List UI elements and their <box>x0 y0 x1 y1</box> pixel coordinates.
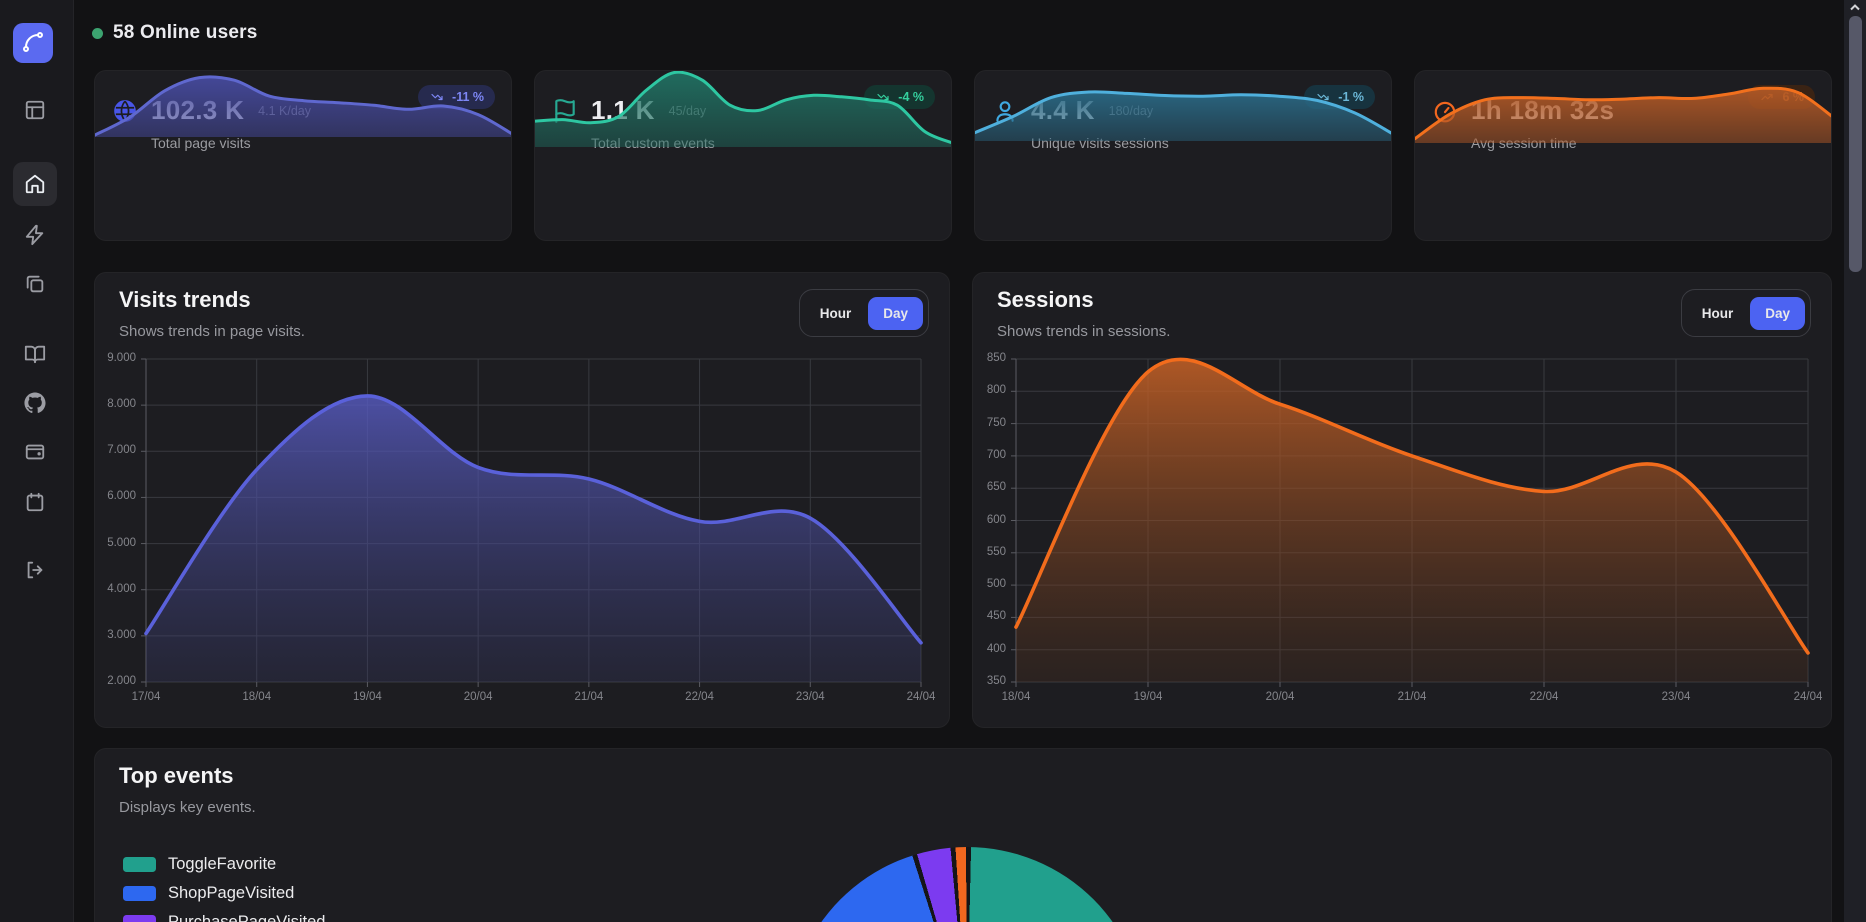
y-axis-label: 2.000 <box>107 675 136 687</box>
x-axis-label: 20/04 <box>463 691 493 703</box>
y-axis-label: 500 <box>986 578 1006 591</box>
panel-subtitle: Shows trends in sessions. <box>997 323 1171 340</box>
y-axis-label: 550 <box>986 545 1006 558</box>
panel-subtitle: Shows trends in page visits. <box>119 323 305 340</box>
zap-icon <box>25 224 44 246</box>
sidebar-item-billing[interactable] <box>21 438 49 466</box>
visits-trends-chart: 9.000 8.000 7.000 6.000 5.000 4.000 3.000 2.000… <box>95 273 949 727</box>
app-logo-button[interactable] <box>13 23 53 63</box>
y-axis-label: 450 <box>986 610 1006 623</box>
unique-sessions-sparkline <box>975 71 1391 141</box>
x-axis-label: 24/04 <box>906 691 936 703</box>
y-axis-label: 650 <box>986 481 1006 494</box>
scrollbar-thumb[interactable] <box>1848 16 1862 272</box>
x-axis-label: 18/04 <box>242 691 272 703</box>
y-axis-label: 4.000 <box>107 582 136 595</box>
day-toggle-button[interactable]: Day <box>868 296 923 330</box>
logout-icon <box>27 561 43 579</box>
trending-down-icon <box>877 93 889 101</box>
page-scrollbar <box>1844 0 1866 922</box>
stat-card-page-visits: 102.3 K 4.1 K/day -11 % Total page visit… <box>94 70 512 241</box>
y-axis-label: 750 <box>986 416 1006 429</box>
online-status-dot <box>92 27 103 39</box>
hour-toggle-button[interactable]: Hour <box>805 297 867 330</box>
y-axis-label: 5.000 <box>107 536 136 549</box>
x-axis-label: 18/04 <box>1001 691 1031 703</box>
y-axis-label: 800 <box>986 384 1006 397</box>
github-icon <box>24 392 46 414</box>
x-axis-label: 19/04 <box>353 691 382 703</box>
y-axis-label: 3.000 <box>107 628 136 641</box>
custom-events-sparkline <box>535 71 951 147</box>
sidebar-item-pages[interactable] <box>21 270 49 298</box>
stat-card-unique-sessions: 4.4 K 180/day -1 % Unique visits session… <box>974 70 1392 241</box>
stat-card-avg-session-time: 1h 18m 32s 6 % Avg session time <box>1414 70 1832 241</box>
sidebar-item-dashboard[interactable] <box>21 96 49 124</box>
legend-item[interactable]: PurchasePageVisited <box>123 913 325 922</box>
legend-item[interactable]: ToggleFavorite <box>123 855 325 874</box>
online-users-status: 58 Online users <box>92 22 258 44</box>
visits-trends-panel: Visits trends Shows trends in page visit… <box>94 272 950 728</box>
hour-toggle-button[interactable]: Hour <box>1687 297 1749 330</box>
online-users-label: 58 Online users <box>113 22 258 43</box>
y-axis-label: 850 <box>986 352 1006 364</box>
x-axis-label: 22/04 <box>1529 691 1559 703</box>
page-visits-sparkline <box>95 71 511 137</box>
legend-swatch <box>123 886 156 901</box>
y-axis-label: 700 <box>986 448 1006 461</box>
y-axis-label: 9.000 <box>107 352 136 364</box>
scroll-up-icon[interactable] <box>1844 0 1866 15</box>
stat-card-custom-events: 1.1 K 45/day -4 % Total custom events <box>534 70 952 241</box>
avg-session-time-sparkline <box>1415 71 1831 143</box>
panel-title: Visits trends <box>119 287 251 312</box>
y-axis-label: 350 <box>986 675 1006 687</box>
y-axis-label: 7.000 <box>107 444 136 457</box>
panel-title: Sessions <box>997 287 1094 312</box>
panel-subtitle: Displays key events. <box>119 799 256 816</box>
top-events-pie <box>788 847 1146 922</box>
legend-swatch <box>123 857 156 872</box>
x-axis-label: 17/04 <box>131 691 161 703</box>
trend-badge: -11 % <box>418 85 495 109</box>
sidebar-item-events[interactable] <box>21 221 49 249</box>
book-open-icon <box>24 345 46 364</box>
sessions-panel: Sessions Shows trends in sessions. Hour … <box>972 272 1832 728</box>
trending-down-icon <box>1317 93 1329 101</box>
x-axis-label: 21/04 <box>574 691 604 703</box>
top-events-panel: Top events Displays key events. ToggleFa… <box>94 748 1832 922</box>
sidebar-item-calendar[interactable] <box>21 488 49 516</box>
spline-icon <box>21 30 45 57</box>
stat-label: Total page visits <box>151 135 251 151</box>
sidebar <box>0 0 74 922</box>
wallet-icon <box>25 444 45 460</box>
trending-down-icon <box>431 93 443 101</box>
y-axis-label: 6.000 <box>107 490 136 503</box>
day-toggle-button[interactable]: Day <box>1750 296 1805 330</box>
legend-swatch <box>123 915 156 922</box>
x-axis-label: 19/04 <box>1133 691 1163 703</box>
x-axis-label: 23/04 <box>1661 691 1691 703</box>
x-axis-label: 20/04 <box>1265 691 1295 703</box>
calendar-icon <box>26 492 44 512</box>
sidebar-item-home[interactable] <box>13 162 57 206</box>
legend-item[interactable]: ShopPageVisited <box>123 884 325 903</box>
x-axis-label: 21/04 <box>1397 691 1427 703</box>
x-axis-label: 22/04 <box>685 691 714 703</box>
copy-icon <box>26 275 44 293</box>
y-axis-label: 400 <box>986 642 1006 655</box>
pie-legend: ToggleFavorite ShopPageVisited PurchaseP… <box>123 855 325 922</box>
interval-toggle: Hour Day <box>1680 289 1811 337</box>
x-axis-label: 23/04 <box>795 691 825 703</box>
panel-title: Top events <box>119 763 234 788</box>
x-axis-label: 24/04 <box>1793 691 1823 703</box>
logout-button[interactable] <box>21 556 49 584</box>
sessions-chart: 850 800 750 700 650 600 550 500 450 400 350 18/04 19… <box>973 273 1831 727</box>
interval-toggle: Hour Day <box>798 289 929 337</box>
sidebar-item-docs[interactable] <box>21 340 49 368</box>
y-axis-label: 8.000 <box>107 398 136 411</box>
home-icon <box>25 174 45 194</box>
browser-panels-icon <box>25 100 45 120</box>
sidebar-item-github[interactable] <box>21 389 49 417</box>
y-axis-label: 600 <box>986 513 1006 526</box>
